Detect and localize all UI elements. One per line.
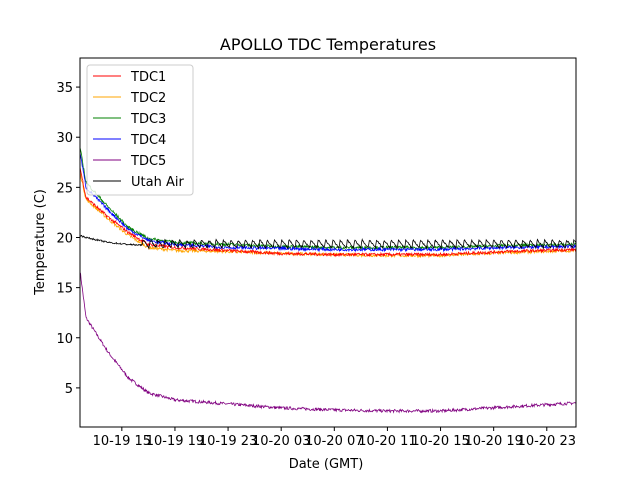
y-tick-label: 20 bbox=[56, 231, 73, 246]
legend-entry: TDC4 bbox=[130, 133, 166, 148]
legend-entry: TDC5 bbox=[130, 154, 166, 169]
y-tick-label: 5 bbox=[65, 382, 73, 397]
x-tick-label: 10-20 07 bbox=[305, 434, 363, 449]
series-line-utah-air bbox=[79, 234, 577, 250]
x-tick-label: 10-20 23 bbox=[518, 434, 576, 449]
series-line-tdc3 bbox=[79, 147, 577, 251]
x-tick-label: 10-20 11 bbox=[358, 434, 416, 449]
series-line-tdc4 bbox=[79, 152, 577, 253]
series-line-tdc5 bbox=[79, 271, 577, 414]
legend-entry: TDC1 bbox=[130, 70, 166, 85]
y-axis-label: Temperature (C) bbox=[33, 189, 48, 296]
y-tick-label: 35 bbox=[56, 81, 73, 96]
chart-title: APOLLO TDC Temperatures bbox=[220, 35, 436, 54]
legend-entry: TDC2 bbox=[130, 91, 166, 106]
legend: TDC1 TDC2 TDC3 TDC4 TDC5 Utah Air bbox=[86, 64, 194, 196]
x-tick-label: 10-20 03 bbox=[252, 434, 310, 449]
x-tick-label: 10-20 15 bbox=[411, 434, 469, 449]
x-tick-label: 10-19 23 bbox=[199, 434, 257, 449]
y-tick-label: 25 bbox=[56, 181, 73, 196]
y-tick-label: 30 bbox=[56, 131, 73, 146]
x-tick-label: 10-19 19 bbox=[146, 434, 204, 449]
legend-entry: Utah Air bbox=[131, 175, 184, 190]
x-tick-label: 10-20 19 bbox=[464, 434, 522, 449]
x-axis-label: Date (GMT) bbox=[289, 457, 364, 472]
series-line-tdc1 bbox=[79, 166, 577, 258]
x-tick-label: 10-19 15 bbox=[93, 434, 151, 449]
plot-frame bbox=[79, 57, 577, 428]
series-layer bbox=[79, 147, 577, 414]
y-tick-label: 15 bbox=[56, 282, 73, 297]
y-tick-label: 10 bbox=[56, 332, 73, 347]
legend-entry: TDC3 bbox=[130, 112, 166, 127]
